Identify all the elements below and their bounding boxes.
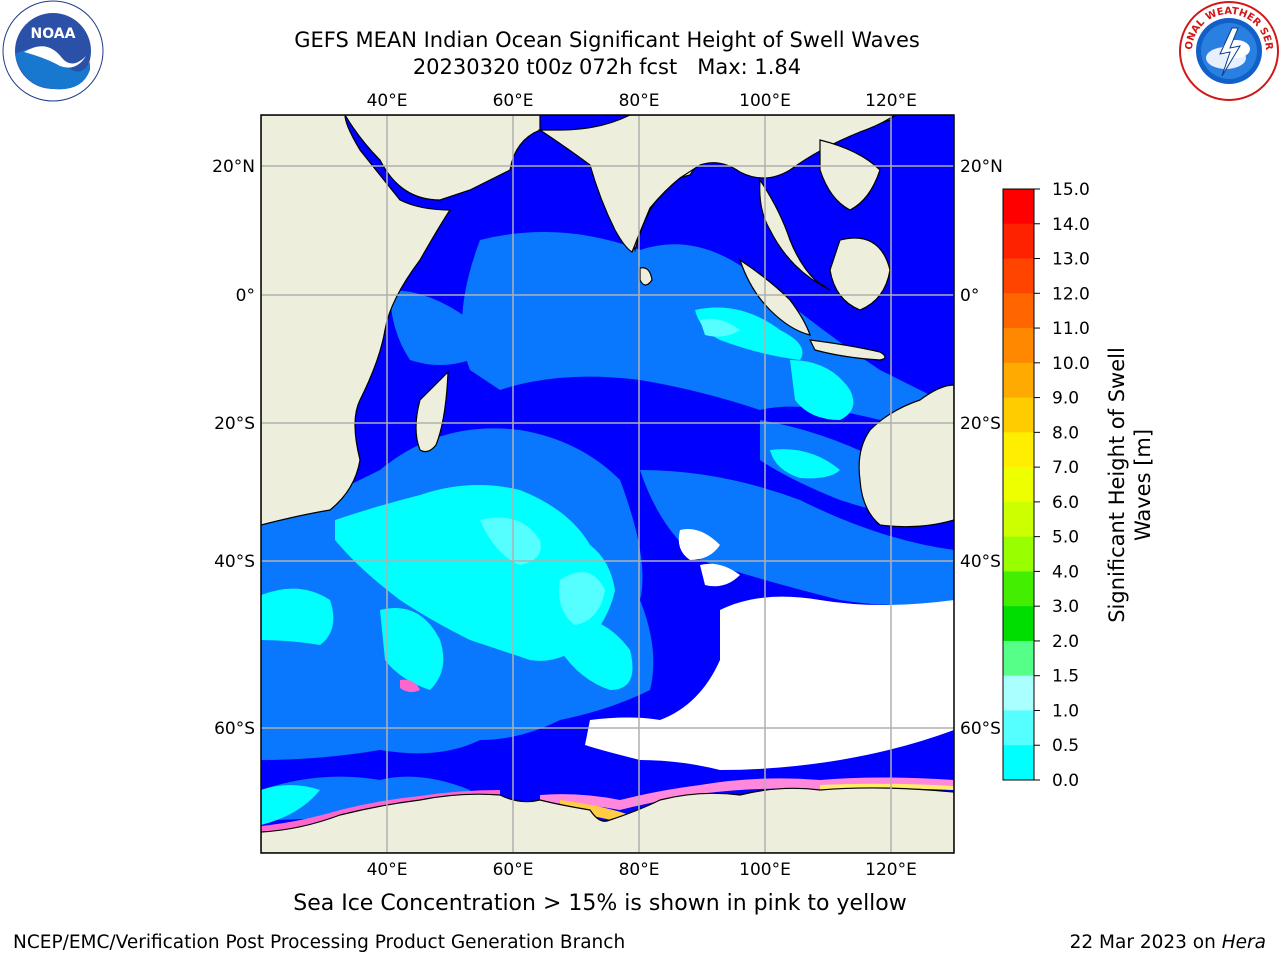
lon-label-top: 80°E (619, 91, 660, 111)
colorbar-tick-label: 0.0 (1052, 771, 1079, 791)
colorbar-tick-label: 13.0 (1052, 250, 1090, 270)
lat-label-left: 20°S (214, 414, 255, 434)
colorbar-label-line1: Significant Height of Swell (1105, 347, 1129, 623)
lon-label-top: 100°E (739, 91, 791, 111)
colorbar-segment (1003, 745, 1034, 781)
map-frame (260, 114, 955, 854)
lon-label-bottom: 40°E (367, 860, 408, 880)
colorbar-tick-label: 15.0 (1052, 180, 1090, 200)
ice-caption: Sea Ice Concentration > 15% is shown in … (293, 891, 907, 916)
footer-host: Hera (1221, 932, 1266, 953)
lon-label-bottom: 120°E (865, 860, 917, 880)
graticule (261, 115, 954, 853)
colorbar-segment (1003, 293, 1034, 329)
lat-label-right: 40°S (960, 552, 1001, 572)
colorbar-segment (1003, 675, 1034, 711)
colorbar-segment (1003, 710, 1034, 746)
lat-label-left: 60°S (214, 719, 255, 739)
colorbar-segment (1003, 258, 1034, 294)
lon-label-top: 120°E (865, 91, 917, 111)
colorbar-segment (1003, 536, 1034, 572)
colorbar-segment (1003, 362, 1034, 399)
colorbar-segment (1003, 189, 1034, 225)
colorbar-tick-label: 1.0 (1052, 701, 1079, 721)
lon-label-top: 40°E (367, 91, 408, 111)
colorbar-tick-label: 14.0 (1052, 215, 1090, 235)
colorbar-segment (1003, 501, 1034, 538)
colorbar-tick-label: 6.0 (1052, 493, 1079, 513)
colorbar-tick-label: 5.0 (1052, 528, 1079, 548)
lat-label-right: 60°S (960, 719, 1001, 739)
footer-branch: NCEP/EMC/Verification Post Processing Pr… (13, 932, 626, 953)
colorbar-tick-label: 2.0 (1052, 632, 1079, 652)
lat-label-left: 20°N (212, 157, 255, 177)
land-masses (261, 115, 954, 853)
swell-band-1p5-2p0 (480, 318, 740, 625)
nws-logo: NATIONAL WEATHER SERVICE (1178, 0, 1279, 101)
lat-label-right: 0° (960, 286, 979, 306)
lat-label-right: 20°N (960, 157, 1003, 177)
lon-label-bottom: 80°E (619, 860, 660, 880)
footer-date: 22 Mar 2023 on Hera (1070, 932, 1266, 953)
sea-ice-region (585, 529, 954, 770)
lon-label-bottom: 60°E (493, 860, 534, 880)
lat-label-left: 0° (236, 286, 255, 306)
colorbar-segment (1003, 432, 1034, 468)
colorbar-segment (1003, 223, 1034, 260)
colorbar-segment (1003, 571, 1034, 607)
colorbar-tick-label: 0.5 (1052, 736, 1079, 756)
colorbar-tick-label: 1.5 (1052, 667, 1079, 687)
colorbar-tick-label: 8.0 (1052, 423, 1079, 443)
noaa-logo: NOAA (2, 0, 104, 102)
colorbar-tick-label: 3.0 (1052, 597, 1079, 617)
colorbar-frame (1002, 188, 1035, 781)
colorbar-segment (1003, 640, 1034, 677)
colorbar-tick-label: 7.0 (1052, 458, 1079, 478)
lat-label-left: 40°S (214, 552, 255, 572)
map-title: GEFS MEAN Indian Ocean Significant Heigh… (294, 28, 920, 52)
colorbar-tick-label: 4.0 (1052, 562, 1079, 582)
lon-label-bottom: 100°E (739, 860, 791, 880)
colorbar-segment (1003, 467, 1034, 503)
colorbar-tick-label: 9.0 (1052, 389, 1079, 409)
colorbar-segment (1003, 397, 1034, 433)
colorbar-tick-label: 12.0 (1052, 284, 1090, 304)
footer-date-text: 22 Mar 2023 on (1069, 932, 1216, 953)
colorbar-label-line2: Waves [m] (1131, 429, 1155, 541)
colorbar-segment (1003, 606, 1034, 642)
colorbar-segment (1003, 328, 1034, 364)
colorbar (1003, 189, 1034, 781)
lat-label-right: 20°S (960, 414, 1001, 434)
map-subtitle: 20230320 t00z 072h fcst Max: 1.84 (412, 55, 802, 79)
colorbar-tick-label: 10.0 (1052, 354, 1090, 374)
lon-label-top: 60°E (493, 91, 534, 111)
noaa-logo-text: NOAA (31, 26, 76, 42)
colorbar-tick-label: 11.0 (1052, 319, 1090, 339)
